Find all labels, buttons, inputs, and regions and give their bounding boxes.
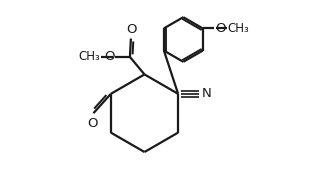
Text: O: O bbox=[87, 118, 98, 130]
Text: N: N bbox=[202, 87, 212, 100]
Text: CH₃: CH₃ bbox=[78, 51, 100, 64]
Text: CH₃: CH₃ bbox=[228, 22, 249, 35]
Text: O: O bbox=[215, 22, 225, 35]
Text: O: O bbox=[126, 23, 137, 36]
Text: O: O bbox=[104, 51, 115, 64]
